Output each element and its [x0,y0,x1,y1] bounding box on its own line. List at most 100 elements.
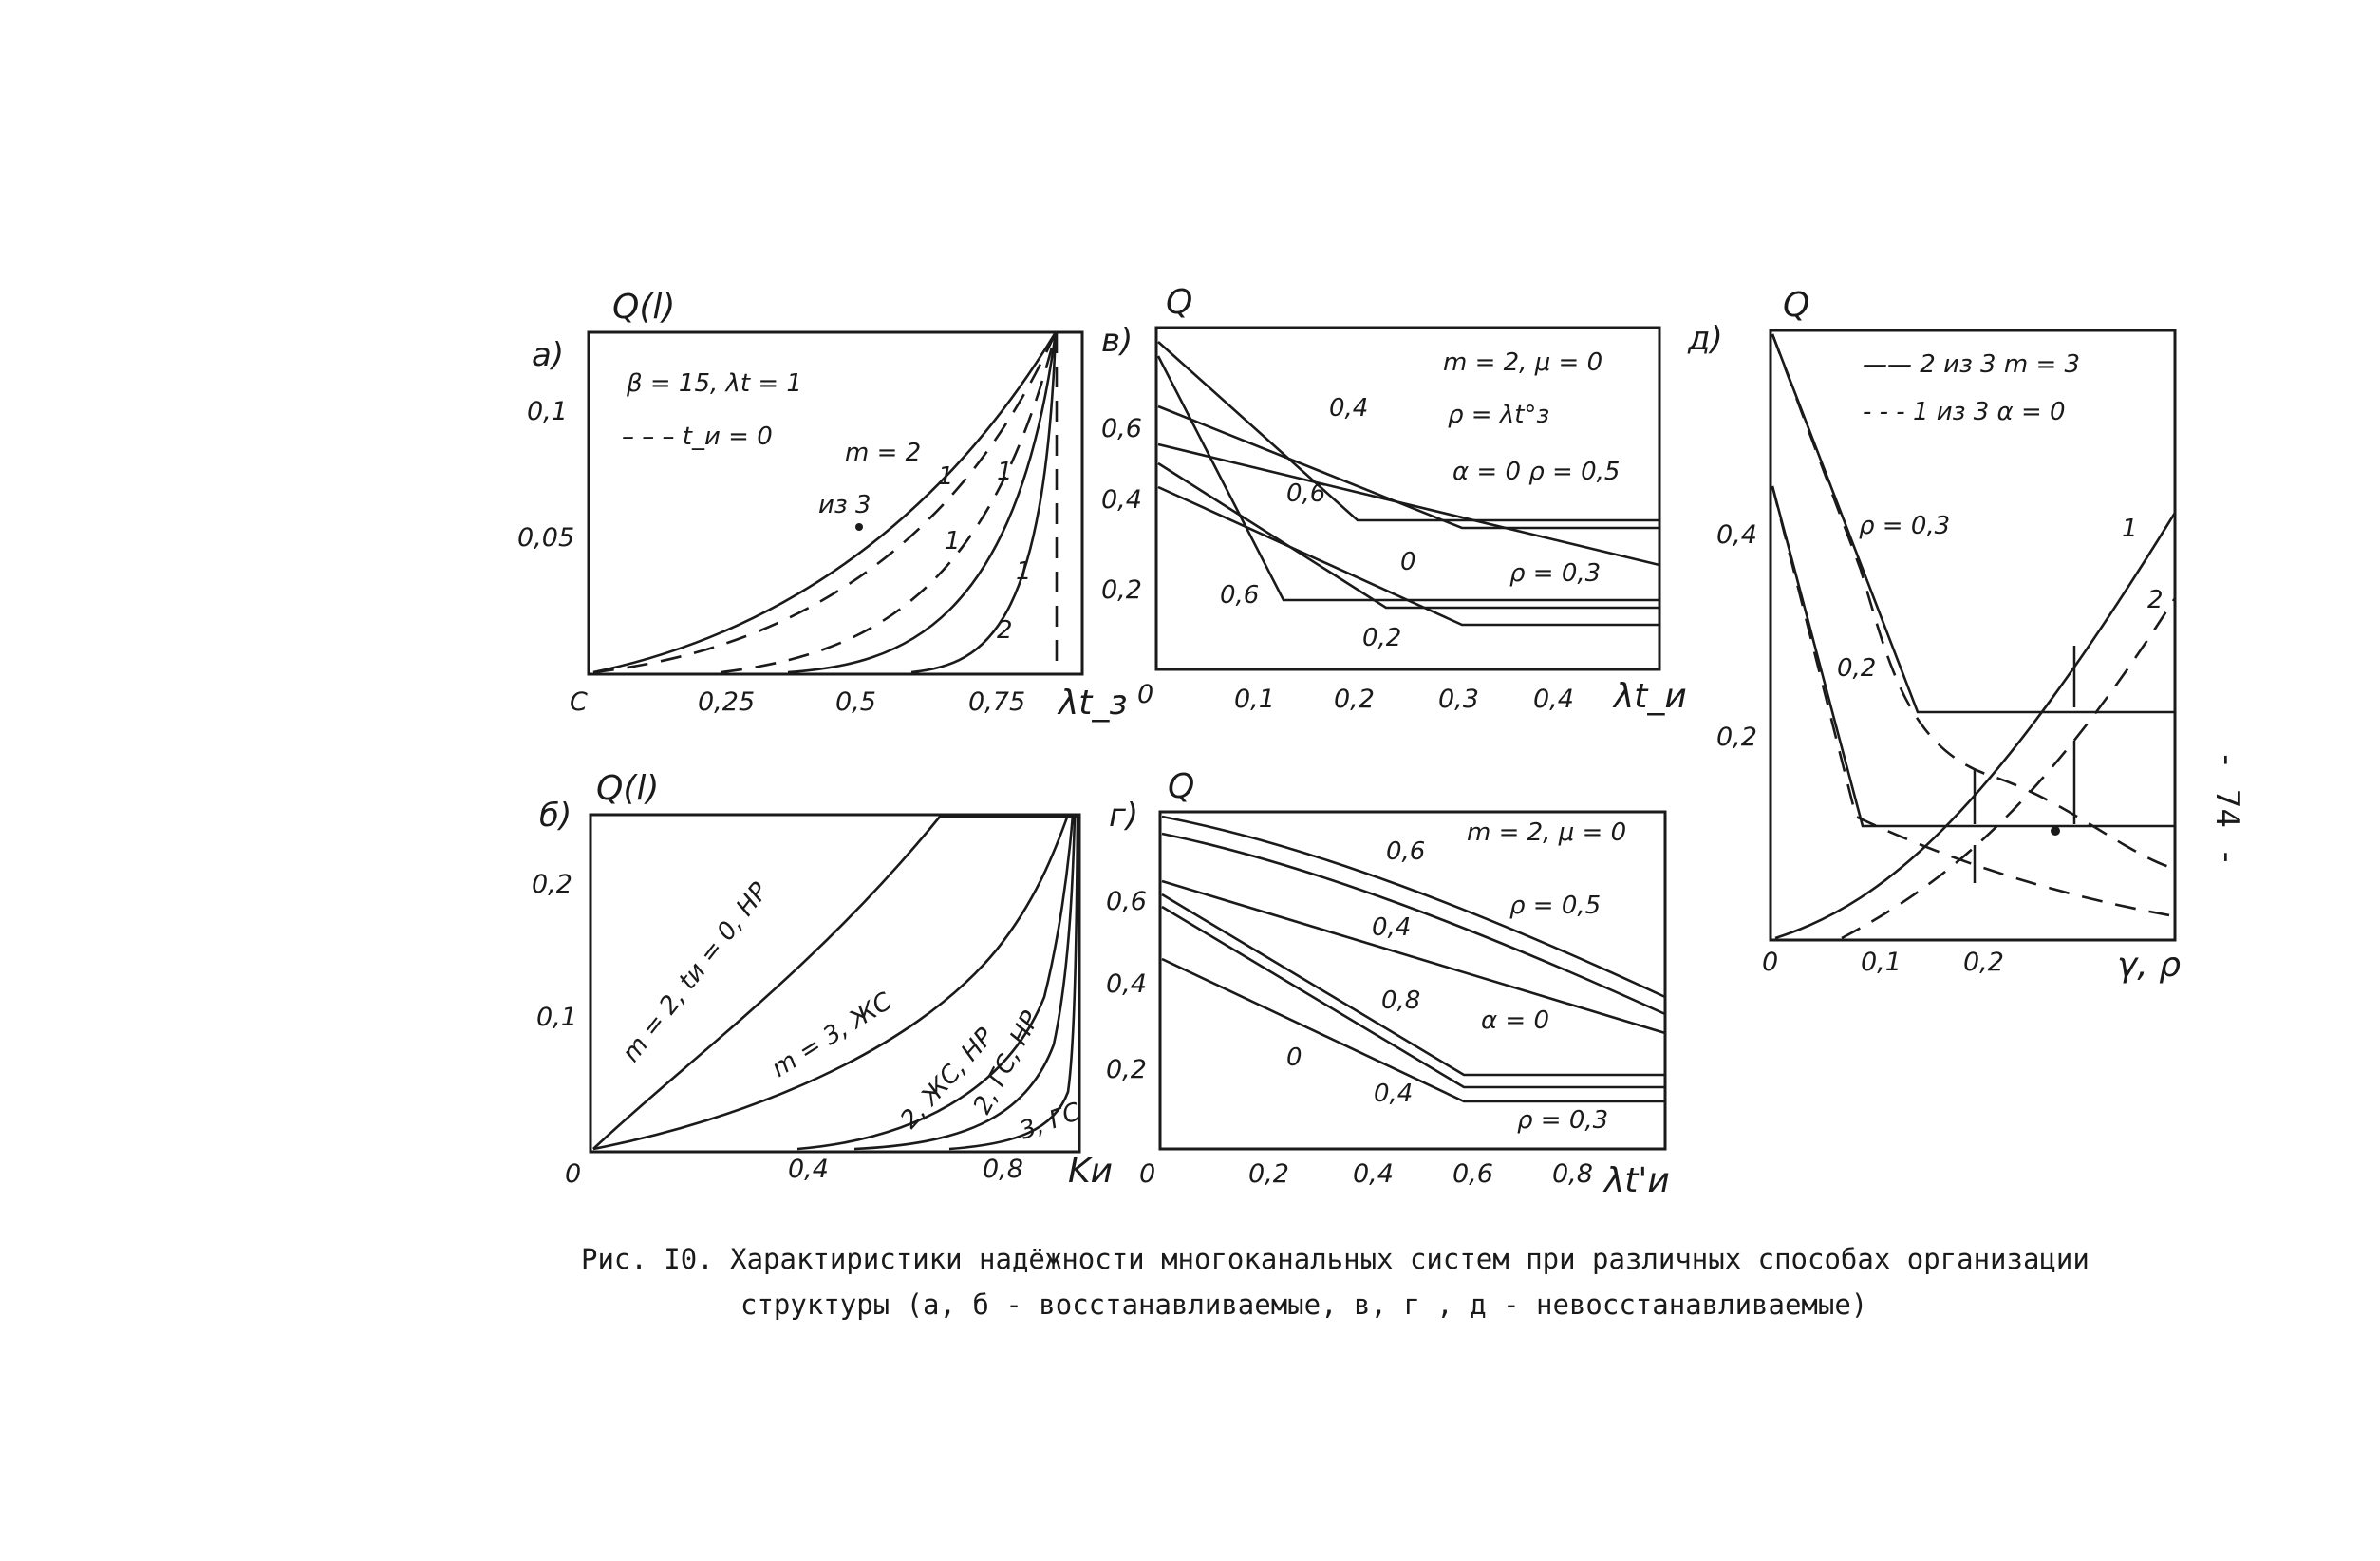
panel-b-xlabel: Kи [1068,1152,1113,1191]
panel-g-ytick-3: 0,2 [1106,1055,1147,1084]
panel-a-curve-3 [721,331,1058,674]
panel-b-curve-m3 [592,814,1070,1151]
panel-g-xlabel: λt'и [1602,1161,1670,1200]
panel-d-legend-1: —— 2 из 3 m = 3 [1863,350,2080,379]
panel-b-xtick-1: 0 [565,1159,581,1189]
panel-d-annot-2: 2 [2147,586,2164,614]
panel-d-ylabel: Q [1783,286,1809,325]
panel-g-line-04b [1161,957,1665,1103]
panel-d-curve-1 [1774,512,2177,940]
panel-d-xtick-1: 0 [1762,948,1778,977]
panel-a-curve-4 [787,331,1058,674]
panel-v-ylabel: Q [1166,283,1192,322]
panel-v-annot-06b: 0,6 [1220,581,1259,610]
panel-g-xtick-5: 0,8 [1552,1159,1593,1189]
panel-v-xtick-4: 0,3 [1438,685,1479,714]
panel-b-ytick-1: 0,2 [532,870,572,899]
panel-v: в) Q 0,6 0,4 0,2 0 0,1 0,2 0,3 0,4 λt_и … [1101,283,1687,716]
panel-d-line-02-solid [1771,485,2175,828]
panel-a-xtick-2: 0,25 [698,687,755,717]
panel-v-line-06 [1157,404,1659,530]
panel-g-ytick-2: 0,4 [1106,969,1147,999]
panel-a-ytick-1: 0,1 [527,397,568,426]
panel-g-ytick-1: 0,6 [1106,887,1147,916]
panel-g-annot-0: 0 [1286,1044,1302,1072]
panel-d: д) Q 0,4 0,2 0 0,1 0,2 γ, ρ —— 2 из 3 m … [1687,286,2181,985]
panel-g-xtick-3: 0,4 [1353,1159,1394,1189]
panel-d-annot-rho03: ρ = 0,3 [1859,512,1950,540]
panel-d-legend-2: - - - 1 из 3 α = 0 [1863,398,2066,426]
panel-b-annot-m2: m = 2, tи = 0, НР [617,877,775,1067]
panel-v-label: в) [1101,322,1133,360]
panel-g-annot-06: 0,6 [1386,837,1425,866]
panel-a-label: a) [532,336,564,374]
panel-b-ytick-2: 0,1 [536,1003,577,1032]
panel-v-annot-rho: ρ = λt°з [1448,401,1549,429]
panel-v-line-02 [1157,485,1659,627]
panel-g-line-06 [1161,815,1666,999]
panel-v-annot-02: 0,2 [1362,624,1401,652]
panel-d-curve-2 [1841,597,2177,940]
figure-caption: Рис. I0. Характиристики надёжности много… [581,1236,2214,1327]
panel-g-frame [1158,810,1667,1151]
panel-d-xtick-2: 0,1 [1861,948,1902,977]
panel-a-marker [855,523,863,531]
panel-d-xlabel: γ, ρ [2117,946,2181,985]
panel-a-curve-1 [592,331,1058,674]
panel-g-annot-04b: 0,4 [1374,1080,1413,1108]
panel-b-curve-3gs [948,814,1079,1151]
panel-b-ylabel: Q(l) [596,769,659,808]
panel-g-annot-alpha: α = 0 [1481,1006,1549,1035]
panel-a-annot-1b: 1 [997,458,1013,486]
panel-b-curve-m2 [592,815,1079,1150]
panel-v-xtick-2: 0,1 [1234,685,1275,714]
panel-g-annot-rho03: ρ = 0,3 [1517,1106,1608,1135]
panel-b-frame [589,813,1081,1154]
panel-v-annot-0: 0 [1400,548,1416,576]
panel-g-annot-08: 0,8 [1381,987,1420,1015]
panel-v-annot-m2: m = 2, μ = 0 [1443,348,1602,377]
panel-v-line-0 [1157,461,1659,610]
panel-d-line-02-dash [1771,485,2176,918]
panel-b-label: б) [539,797,572,835]
panel-b-annot-3gs: 3, ГС [1016,1098,1085,1146]
panel-a-ytick-2: 0,05 [517,523,574,553]
panel-g-line-rho05 [1161,879,1666,1035]
panel-d-frame [1769,329,2177,942]
panel-a-curve-5 [910,331,1058,674]
caption-line-2: структуры (а, б - восстанавливаемые, в, … [740,1288,1868,1321]
panel-a-xtick-3: 0,5 [835,687,876,717]
panel-a-annot-1c: 1 [945,527,961,555]
panel-d-line-rho03-dash [1771,333,2176,871]
panel-v-line-04 [1157,341,1659,522]
panel-a-annot-2: 2 [997,616,1013,645]
panel-b-curve-2gs [853,814,1077,1151]
panel-a-xtick-1: C [570,687,588,717]
panel-g-label: г) [1109,797,1138,835]
panel-v-line-rho05 [1157,442,1660,567]
panel-v-annot-alpha: α = 0 ρ = 0,5 [1452,458,1620,486]
page-number: - 74 - [2208,750,2246,867]
panel-v-ytick-1: 0,6 [1101,414,1142,443]
panel-d-annot-1: 1 [2122,515,2138,543]
panel-v-line-06b [1156,355,1659,602]
panel-a-curve-2 [592,331,1058,674]
panel-g-xtick-1: 0 [1139,1159,1155,1189]
panel-g-xtick-4: 0,6 [1452,1159,1493,1189]
panel-g-annot-m2: m = 2, μ = 0 [1467,818,1626,847]
panel-v-ytick-3: 0,2 [1101,575,1142,605]
panel-a-ylabel: Q(l) [612,288,675,327]
panel-d-annot-02: 0,2 [1837,654,1876,683]
panel-a-annot-tu: – – – t_и = 0 [622,423,773,451]
panel-a-annot-m2: m = 2 [845,439,921,467]
panel-b-xtick-3: 0,8 [983,1155,1023,1184]
panel-g-ylabel: Q [1168,767,1194,806]
panel-v-ytick-2: 0,4 [1101,485,1142,515]
panel-d-marker [2051,826,2060,836]
panel-g-line-08 [1161,893,1665,1077]
panel-v-xtick-5: 0,4 [1533,685,1574,714]
panel-d-ytick-2: 0,2 [1716,723,1757,752]
panel-a-xlabel: λt_з [1057,684,1128,723]
panel-b-xtick-2: 0,4 [788,1155,829,1184]
panel-g-annot-rho05: ρ = 0,5 [1509,892,1601,920]
